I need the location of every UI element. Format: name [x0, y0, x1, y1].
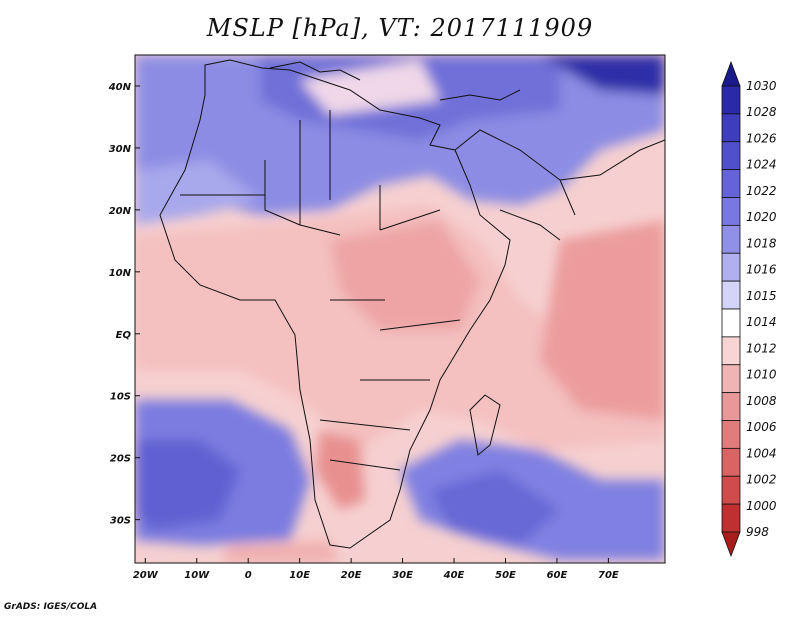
lon-tick-label: 10E — [289, 570, 310, 581]
colorbar-swatch — [721, 280, 741, 310]
colorbar-label: 1016 — [746, 263, 777, 277]
lat-tick-label: 30N — [109, 144, 132, 155]
lon-tick-label: 70E — [598, 570, 619, 581]
lat-tick-label: 20S — [110, 454, 131, 465]
colorbar-swatch — [721, 141, 741, 171]
lon-tick-label: 20W — [133, 570, 159, 581]
chart-title: MSLP [hPa], VT: 2017111909 — [206, 14, 594, 42]
pressure-field — [135, 55, 665, 563]
axis-ticks: 20W 10W 0 10E 20E 30E 40E 50E 60E 70E 40N 30N 20N 10N… — [108, 82, 619, 581]
plot-frame — [134, 54, 666, 564]
colorbar-label: 1018 — [746, 236, 777, 250]
colorbar-label: 1014 — [746, 315, 777, 329]
lat-tick-label: EQ — [116, 330, 132, 341]
colorbar-label: 1020 — [746, 210, 777, 224]
colorbar-swatch — [721, 252, 741, 282]
colorbar: 1030 1028 1026 1024 1022 1020 1018 1016 1015 1014… — [721, 60, 777, 558]
colorbar-swatch — [721, 113, 741, 143]
lon-tick-label: 40E — [443, 570, 465, 581]
colorbar-label: 1015 — [746, 289, 777, 303]
colorbar-swatch — [721, 364, 741, 394]
lat-tick-label: 40N — [108, 82, 132, 93]
colorbar-label: 1008 — [746, 394, 777, 408]
colorbar-swatch — [721, 169, 741, 198]
colorbar-label: 1002 — [746, 473, 777, 487]
colorbar-label: 1022 — [746, 184, 777, 198]
colorbar-swatch — [721, 503, 741, 533]
lon-tick-label: 30E — [392, 570, 413, 581]
colorbar-swatch — [721, 197, 741, 226]
colorbar-label: 1000 — [746, 499, 777, 513]
colorbar-swatch — [721, 447, 741, 477]
colorbar-swatch — [721, 531, 741, 558]
lon-tick-label: 50E — [495, 570, 516, 581]
colorbar-swatch — [721, 85, 741, 115]
colorbar-swatch — [721, 392, 741, 421]
lat-tick-label: 30S — [110, 516, 131, 527]
colorbar-label: 1004 — [746, 446, 777, 460]
colorbar-swatch — [721, 420, 741, 449]
grads-credit: GrADS: IGES/COLA — [4, 602, 98, 612]
colorbar-swatch — [721, 475, 741, 505]
colorbar-label: 1006 — [746, 420, 777, 434]
colorbar-label: 1030 — [746, 79, 777, 93]
lat-tick-label: 10N — [109, 268, 132, 279]
lon-tick-label: 20E — [341, 570, 362, 581]
colorbar-label: 1012 — [746, 341, 777, 355]
colorbar-label: 1028 — [746, 105, 777, 119]
colorbar-label: 1024 — [746, 158, 777, 172]
colorbar-swatch — [721, 224, 741, 254]
colorbar-label: 1010 — [746, 368, 777, 382]
lon-tick-label: 60E — [547, 570, 568, 581]
lon-tick-label: 0 — [245, 570, 252, 581]
colorbar-swatch — [721, 308, 741, 338]
colorbar-label: 998 — [746, 525, 769, 539]
lon-tick-label: 10W — [184, 570, 210, 581]
lat-tick-label: 10S — [110, 392, 131, 403]
colorbar-swatch — [721, 336, 741, 366]
colorbar-label: 1026 — [746, 131, 777, 145]
lat-tick-label: 20N — [109, 206, 132, 217]
colorbar-swatch — [721, 60, 741, 87]
